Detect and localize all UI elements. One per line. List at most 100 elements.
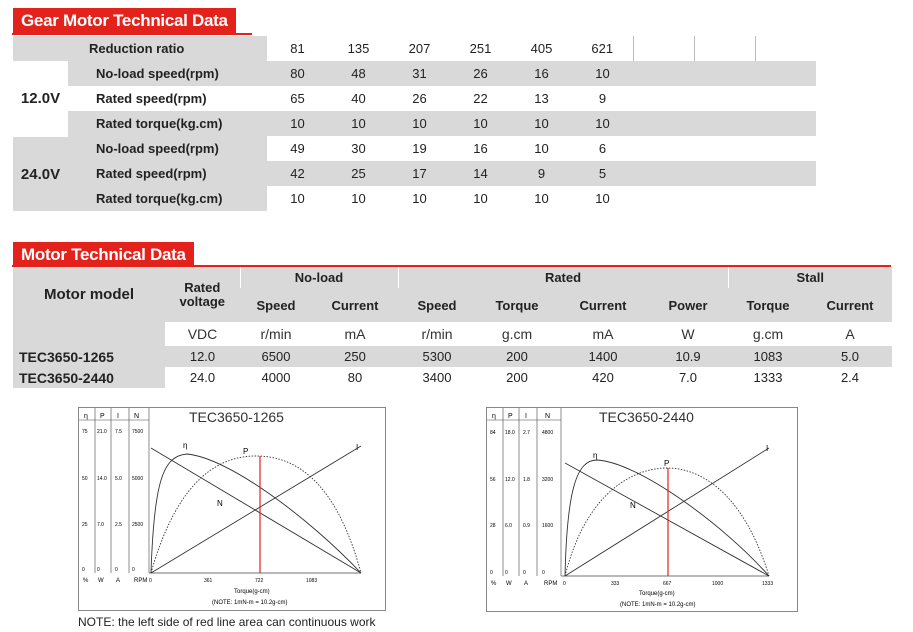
cell: 16 — [511, 61, 572, 86]
x-label: Torque(g-cm) — [639, 591, 675, 597]
curve-label: η — [183, 441, 187, 450]
graph-1265-svg: η P I N 75 21.0 7.5 7500 50 14.0 5.0 500… — [79, 408, 362, 606]
x-tick: 667 — [663, 581, 672, 587]
col-head: η — [84, 413, 88, 420]
cell: 5 — [572, 161, 633, 186]
gear-section-title: Gear Motor Technical Data — [13, 8, 236, 34]
axis-unit: W — [98, 578, 104, 584]
tick: 2.7 — [523, 430, 530, 436]
curve-label: I — [766, 444, 768, 453]
voltage-24v: 24.0V — [13, 135, 68, 211]
col-head: η — [492, 413, 496, 420]
rated-voltage-header: Rated voltage — [165, 267, 240, 322]
col-header: Current — [312, 288, 398, 322]
cell: 10 — [290, 191, 305, 206]
cell: 10 — [572, 111, 633, 136]
cell: 16 — [473, 141, 488, 156]
value-cell: 80 — [347, 370, 363, 385]
ratio-cell: 81 — [290, 41, 305, 56]
cell: 10 — [389, 111, 450, 136]
value-cell: 1333 — [753, 370, 783, 385]
ratio-cell: 135 — [347, 41, 370, 56]
col-header: Speed — [398, 288, 476, 322]
curve-label: P — [243, 447, 248, 456]
value-cell: 3400 — [422, 370, 452, 385]
value-cell: 24.0 — [189, 370, 216, 385]
value-cell: 200 — [506, 370, 528, 385]
value-cell: 200 — [506, 349, 528, 364]
tick: 5.0 — [115, 476, 122, 482]
x-tick: 1083 — [306, 578, 317, 584]
axis-unit: RPM — [134, 578, 147, 584]
cell: 48 — [328, 61, 389, 86]
motor-model-header: Motor model — [13, 267, 165, 322]
cell: 10 — [595, 191, 610, 206]
cell: 6 — [598, 141, 607, 156]
cell: 9 — [511, 161, 572, 186]
cell: 10 — [572, 61, 633, 86]
cell: 22 — [473, 91, 488, 106]
col-header: Power — [648, 288, 728, 322]
curve-label: N — [217, 499, 223, 508]
cell: 9 — [598, 91, 607, 106]
cell: 10 — [328, 111, 389, 136]
col-head: P — [100, 413, 105, 420]
tick: 1600 — [542, 523, 553, 529]
stall-header: Stall — [727, 267, 892, 288]
x-tick: 1000 — [712, 581, 723, 587]
axis-unit: % — [83, 578, 89, 584]
cell: 13 — [534, 91, 549, 106]
tick: 0 — [132, 567, 135, 573]
power-curve — [150, 455, 362, 574]
model-name: TEC3650-1265 — [19, 348, 114, 365]
cell: 26 — [412, 91, 427, 106]
curve-label: η — [593, 451, 597, 460]
cell: 42 — [267, 161, 328, 186]
cell: 10 — [450, 111, 511, 136]
col-header: Torque — [476, 288, 558, 322]
unit-cell: W — [681, 326, 695, 342]
col-head: N — [545, 413, 550, 420]
x-tick: 333 — [611, 581, 620, 587]
cell: 10 — [534, 191, 549, 206]
cell: 31 — [389, 61, 450, 86]
value-cell: 1083 — [753, 349, 783, 364]
tick: 0 — [490, 570, 493, 576]
unit-cell: A — [845, 326, 855, 342]
cell: 14 — [450, 161, 511, 186]
performance-graph-1265: η P I N 75 21.0 7.5 7500 50 14.0 5.0 500… — [78, 407, 386, 611]
ratio-label: Reduction ratio — [13, 36, 267, 61]
tick: 28 — [490, 523, 496, 529]
tick: 2500 — [132, 522, 143, 528]
tick: 56 — [490, 477, 496, 483]
graph-2440-svg: η P I N 84 18.0 2.7 4800 56 12.0 1.8 320… — [487, 408, 773, 608]
cell: 10 — [351, 191, 366, 206]
axis-unit: A — [116, 578, 120, 584]
axis-unit: RPM — [544, 581, 557, 587]
col-header: Torque — [728, 288, 808, 322]
ratio-cell: 251 — [469, 41, 492, 56]
col-head: N — [134, 413, 139, 420]
value-cell: 420 — [592, 370, 614, 385]
axis-unit: W — [506, 581, 512, 587]
ratio-cell: 621 — [591, 41, 614, 56]
tick: 7.5 — [115, 429, 122, 435]
cell: 10 — [412, 191, 427, 206]
cell: 10 — [473, 191, 488, 206]
motor-title-rule — [12, 265, 891, 267]
x-tick: 0 — [563, 581, 566, 587]
cell: 65 — [290, 91, 305, 106]
tick: 2.5 — [115, 522, 122, 528]
unit-cell: r/min — [421, 326, 453, 342]
tick: 0 — [97, 567, 100, 573]
speed-line — [150, 447, 362, 574]
tick: 6.0 — [505, 523, 512, 529]
graph-title: TEC3650-1265 — [189, 409, 284, 425]
curve-label: P — [664, 459, 669, 468]
noload-header: No-load — [239, 267, 398, 288]
value-cell: 5.0 — [840, 349, 860, 364]
tick: 21.0 — [97, 429, 107, 435]
col-head: P — [508, 413, 513, 420]
tick: 0 — [505, 570, 508, 576]
value-cell: 4000 — [261, 370, 291, 385]
